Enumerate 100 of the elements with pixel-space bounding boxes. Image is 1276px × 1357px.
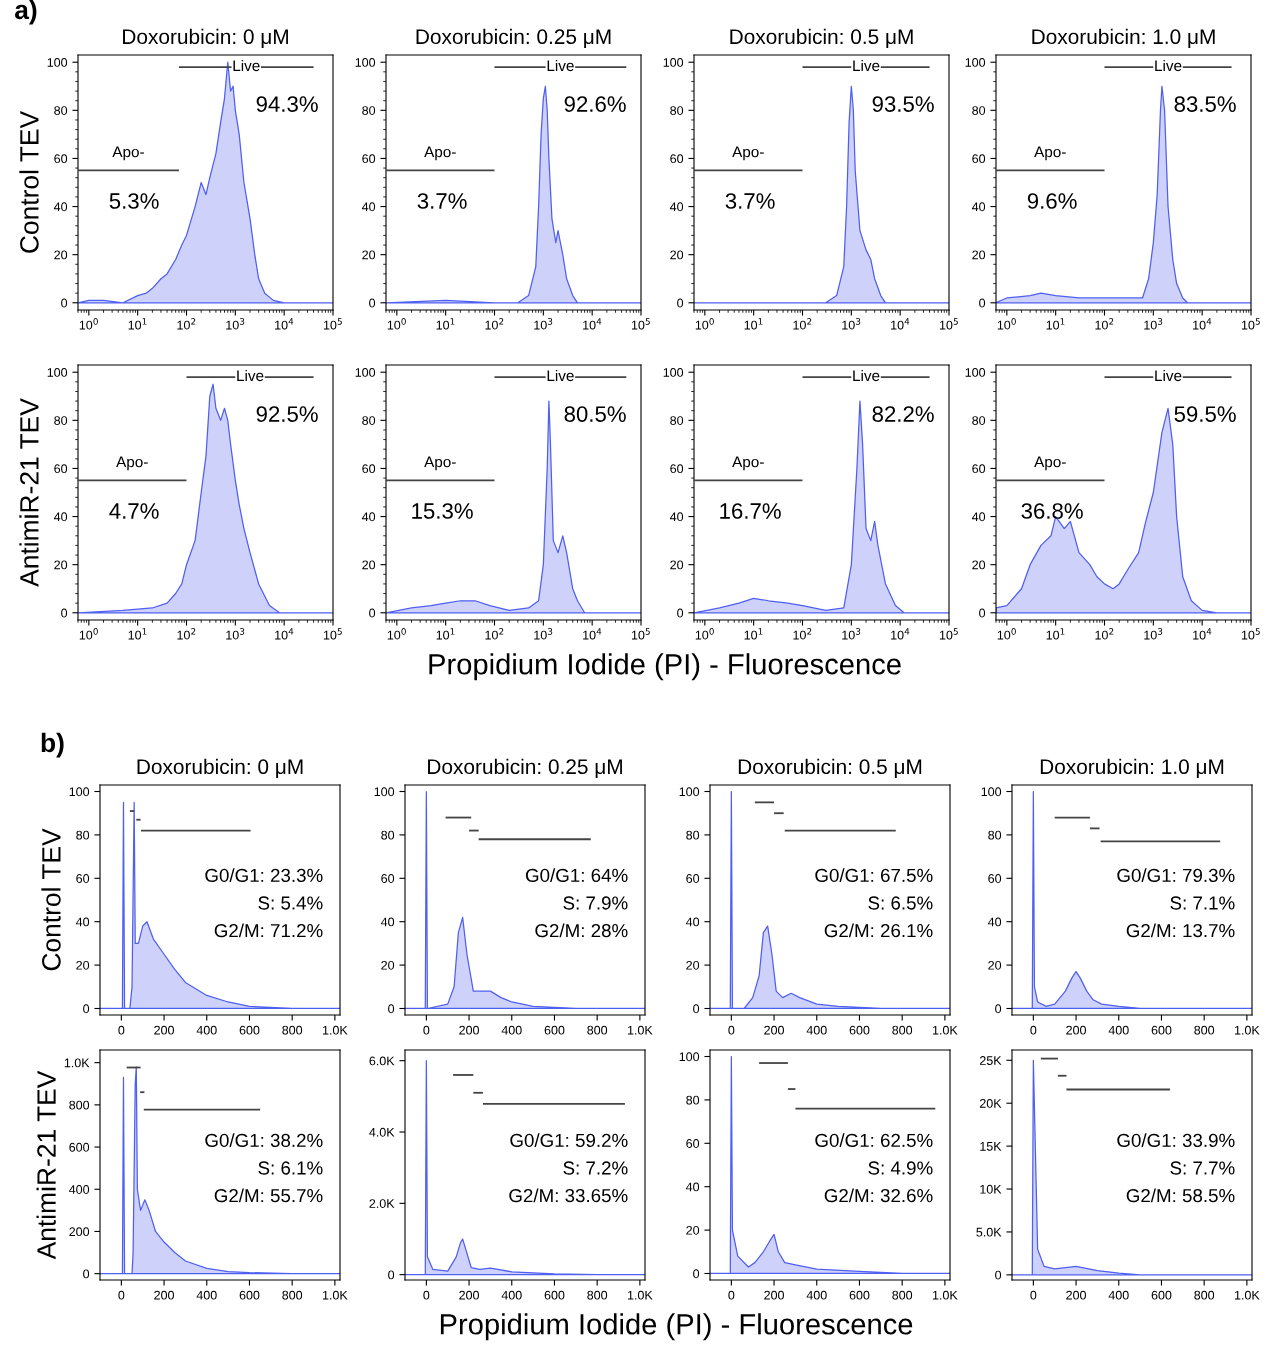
series-label: Apo- bbox=[424, 146, 456, 161]
y-tick-label: 60 bbox=[381, 874, 395, 883]
x-tick-label: 10$^{2}$ bbox=[485, 318, 504, 330]
y-tick-label: 40 bbox=[971, 202, 986, 212]
y-tick-label: 80 bbox=[54, 106, 68, 115]
x-tick-label: 10$^{0}$ bbox=[997, 318, 1016, 330]
x-tick-label: 10$^{0}$ bbox=[387, 628, 406, 640]
x-tick-label: 10$^{2}$ bbox=[177, 318, 196, 330]
y-tick-label: 60 bbox=[670, 464, 684, 474]
x-tick-label: 10$^{0}$ bbox=[695, 628, 714, 640]
x-tick-label: 400 bbox=[196, 1025, 217, 1035]
annotation: G0/G1: 38.2% bbox=[205, 1133, 323, 1148]
x-tick-label: 10$^{3}$ bbox=[226, 628, 245, 640]
y-tick-label: 80 bbox=[362, 416, 376, 425]
y-tick-label: 100 bbox=[47, 58, 68, 67]
y-tick-label: 600 bbox=[69, 1142, 90, 1152]
y-tick-label: 25K bbox=[979, 1056, 1002, 1065]
annotation: G2/M: 33.65% bbox=[509, 1188, 628, 1203]
x-tick-label: 10$^{3}$ bbox=[1144, 318, 1163, 330]
y-tick-label: 80 bbox=[686, 1095, 700, 1105]
y-tick-label: 0 bbox=[388, 1270, 395, 1280]
annotation: 80.5% bbox=[564, 406, 626, 422]
x-tick-label: 0 bbox=[728, 1290, 735, 1300]
y-tick-label: 60 bbox=[972, 464, 986, 474]
x-tick-label: 400 bbox=[806, 1025, 827, 1035]
x-tick-label: 1.0K bbox=[322, 1290, 348, 1300]
annotation: 3.7% bbox=[725, 193, 775, 209]
y-tick-label: 100 bbox=[355, 368, 376, 377]
x-tick-label: 600 bbox=[544, 1025, 565, 1035]
x-tick-label: 400 bbox=[806, 1290, 827, 1300]
y-tick-label: 0 bbox=[693, 1269, 700, 1279]
x-tick-label: 600 bbox=[1151, 1025, 1172, 1035]
y-tick-label: 60 bbox=[686, 874, 700, 883]
annotation: G2/M: 26.1% bbox=[824, 923, 933, 938]
x-tick-label: 10$^{0}$ bbox=[997, 628, 1016, 640]
series-label: Live bbox=[1155, 59, 1182, 72]
y-tick-label: 60 bbox=[972, 154, 986, 164]
y-axis-title: Control TEV bbox=[19, 110, 39, 253]
x-tick-label: 600 bbox=[1151, 1290, 1172, 1300]
chart-title: Doxorubicin: 0.5 μM bbox=[738, 758, 922, 778]
annotation: 5.3% bbox=[109, 193, 159, 209]
y-tick-label: 80 bbox=[54, 416, 68, 425]
annotation: G0/G1: 59.2% bbox=[510, 1133, 628, 1148]
annotation: S: 6.1% bbox=[258, 1161, 323, 1175]
y-tick-label: 0 bbox=[369, 298, 376, 308]
annotation: G0/G1: 79.3% bbox=[1117, 868, 1235, 883]
annotation: G2/M: 32.6% bbox=[824, 1188, 933, 1203]
x-tick-label: 200 bbox=[154, 1025, 174, 1035]
annotation: G0/G1: 33.9% bbox=[1117, 1133, 1235, 1148]
y-tick-label: 60 bbox=[54, 154, 68, 164]
y-tick-label: 60 bbox=[362, 464, 376, 474]
y-tick-label: 100 bbox=[663, 368, 684, 377]
x-tick-label: 10$^{2}$ bbox=[177, 628, 196, 640]
series-label: Apo- bbox=[1034, 146, 1066, 161]
y-axis-title: Control TEV bbox=[41, 828, 61, 971]
y-tick-label: 20K bbox=[979, 1099, 1002, 1108]
y-tick-label: 1.0K bbox=[64, 1058, 90, 1068]
y-tick-label: 60 bbox=[362, 154, 376, 164]
y-tick-label: 100 bbox=[663, 58, 684, 67]
x-tick-label: 400 bbox=[501, 1025, 522, 1035]
x-tick-label: 10$^{3}$ bbox=[226, 318, 245, 330]
y-tick-label: 40 bbox=[53, 512, 68, 522]
series-label: Live bbox=[233, 59, 260, 72]
x-tick-label: 400 bbox=[501, 1290, 522, 1300]
x-tick-label: 10$^{4}$ bbox=[583, 628, 602, 640]
x-tick-label: 200 bbox=[1066, 1025, 1086, 1035]
y-tick-label: 0 bbox=[677, 608, 684, 618]
chart-title: Doxorubicin: 0.5 μM bbox=[730, 28, 913, 48]
y-tick-label: 20 bbox=[670, 250, 684, 260]
y-tick-label: 20 bbox=[54, 560, 68, 570]
annotation: 36.8% bbox=[1021, 503, 1083, 519]
text: a) bbox=[15, 0, 37, 25]
y-tick-label: 100 bbox=[69, 787, 90, 797]
annotation: 92.5% bbox=[256, 406, 318, 422]
x-tick-label: 10$^{2}$ bbox=[1095, 628, 1114, 640]
y-tick-label: 20 bbox=[54, 250, 68, 260]
annotation: G2/M: 71.2% bbox=[214, 923, 323, 938]
y-tick-label: 20 bbox=[381, 960, 395, 970]
y-tick-label: 60 bbox=[988, 874, 1002, 883]
chart-title: Doxorubicin: 0.25 μM bbox=[428, 758, 622, 778]
y-tick-label: 20 bbox=[988, 960, 1002, 970]
x-tick-label: 800 bbox=[1194, 1025, 1215, 1035]
y-tick-label: 100 bbox=[374, 787, 395, 797]
y-tick-label: 100 bbox=[965, 368, 986, 377]
y-axis-title: AntimiR-21 TEV bbox=[36, 1070, 56, 1260]
x-tick-label: 0 bbox=[423, 1290, 430, 1300]
y-tick-label: 80 bbox=[972, 106, 986, 115]
series-label: Live bbox=[1155, 369, 1182, 382]
y-axis-title: AntimiR-21 TEV bbox=[19, 398, 39, 587]
y-tick-label: 0 bbox=[61, 298, 68, 308]
x-tick-label: 10$^{4}$ bbox=[275, 628, 294, 640]
x-tick-label: 1.0K bbox=[932, 1290, 958, 1300]
x-tick-label: 10$^{3}$ bbox=[534, 628, 553, 640]
y-tick-label: 100 bbox=[679, 1052, 700, 1062]
y-tick-label: 40 bbox=[987, 917, 1002, 927]
x-tick-label: 10$^{0}$ bbox=[387, 318, 406, 330]
series-label: Live bbox=[547, 369, 574, 382]
x-tick-label: 10$^{4}$ bbox=[891, 318, 910, 330]
y-tick-label: 4.0K bbox=[369, 1127, 395, 1137]
annotation: S: 7.7% bbox=[1170, 1161, 1235, 1175]
